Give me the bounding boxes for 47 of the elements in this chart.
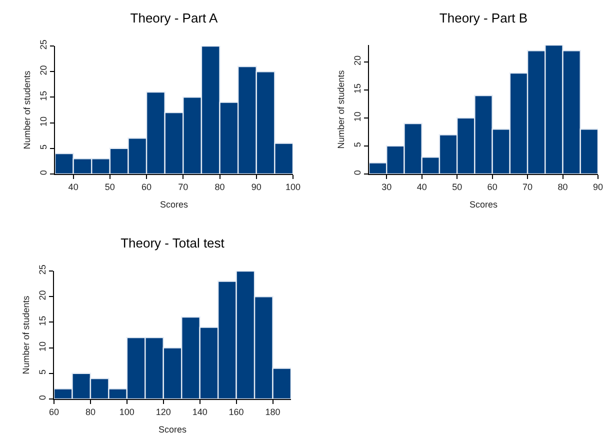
chart-title: Theory - Part A	[130, 10, 218, 26]
x-tick-label: 90	[592, 182, 604, 192]
y-tick-label: 15	[38, 90, 48, 101]
x-tick-label: 50	[452, 182, 462, 192]
y-tick-label: 5	[352, 142, 362, 148]
y-tick-label: 0	[352, 170, 362, 176]
x-tick-label: 180	[265, 406, 280, 417]
y-tick-label: 0	[38, 170, 48, 176]
y-tick-label: 20	[352, 55, 362, 66]
y-tick-label: 15	[37, 316, 48, 326]
y-tick-label: 5	[38, 144, 48, 150]
x-tick-label: 70	[178, 182, 188, 192]
x-tick-label: 30	[382, 182, 392, 192]
y-axis-title: Number of students	[22, 70, 32, 150]
x-tick-label: 60	[48, 406, 60, 417]
y-axis-title: Number of students	[20, 295, 31, 374]
y-tick-label: 15	[352, 84, 362, 94]
y-tick-label: 0	[37, 395, 48, 400]
x-tick-label: 50	[104, 182, 115, 192]
y-tick-label: 5	[37, 370, 48, 375]
chart-title: Theory - Part B	[439, 10, 528, 26]
x-tick-label: 80	[85, 406, 96, 417]
x-tick-label: 120	[156, 406, 171, 417]
x-tick-label: 60	[487, 182, 498, 192]
y-tick-label: 20	[38, 65, 48, 76]
x-tick-label: 80	[558, 182, 568, 192]
x-tick-label: 60	[142, 182, 152, 192]
y-tick-label: 25	[38, 40, 48, 50]
x-axis-title: Scores	[158, 424, 188, 435]
x-tick-label: 90	[251, 182, 262, 192]
y-tick-label: 10	[352, 112, 362, 122]
x-tick-label: 80	[214, 182, 225, 192]
x-tick-label: 40	[416, 182, 427, 192]
x-tick-label: 100	[119, 406, 134, 417]
x-tick-label: 40	[68, 182, 78, 192]
y-tick-label: 10	[38, 116, 48, 126]
y-tick-label: 20	[37, 290, 48, 300]
x-axis-title: Scores	[160, 200, 189, 210]
x-tick-label: 140	[192, 406, 208, 417]
y-tick-label: 25	[37, 264, 48, 275]
x-tick-label: 100	[285, 182, 301, 192]
y-tick-label: 10	[37, 341, 48, 352]
x-tick-label: 70	[522, 182, 533, 192]
y-axis-title: Number of students	[336, 70, 346, 149]
chart-title: Theory - Total test	[120, 236, 225, 251]
x-axis-title: Scores	[469, 200, 498, 210]
x-tick-label: 160	[228, 406, 244, 417]
